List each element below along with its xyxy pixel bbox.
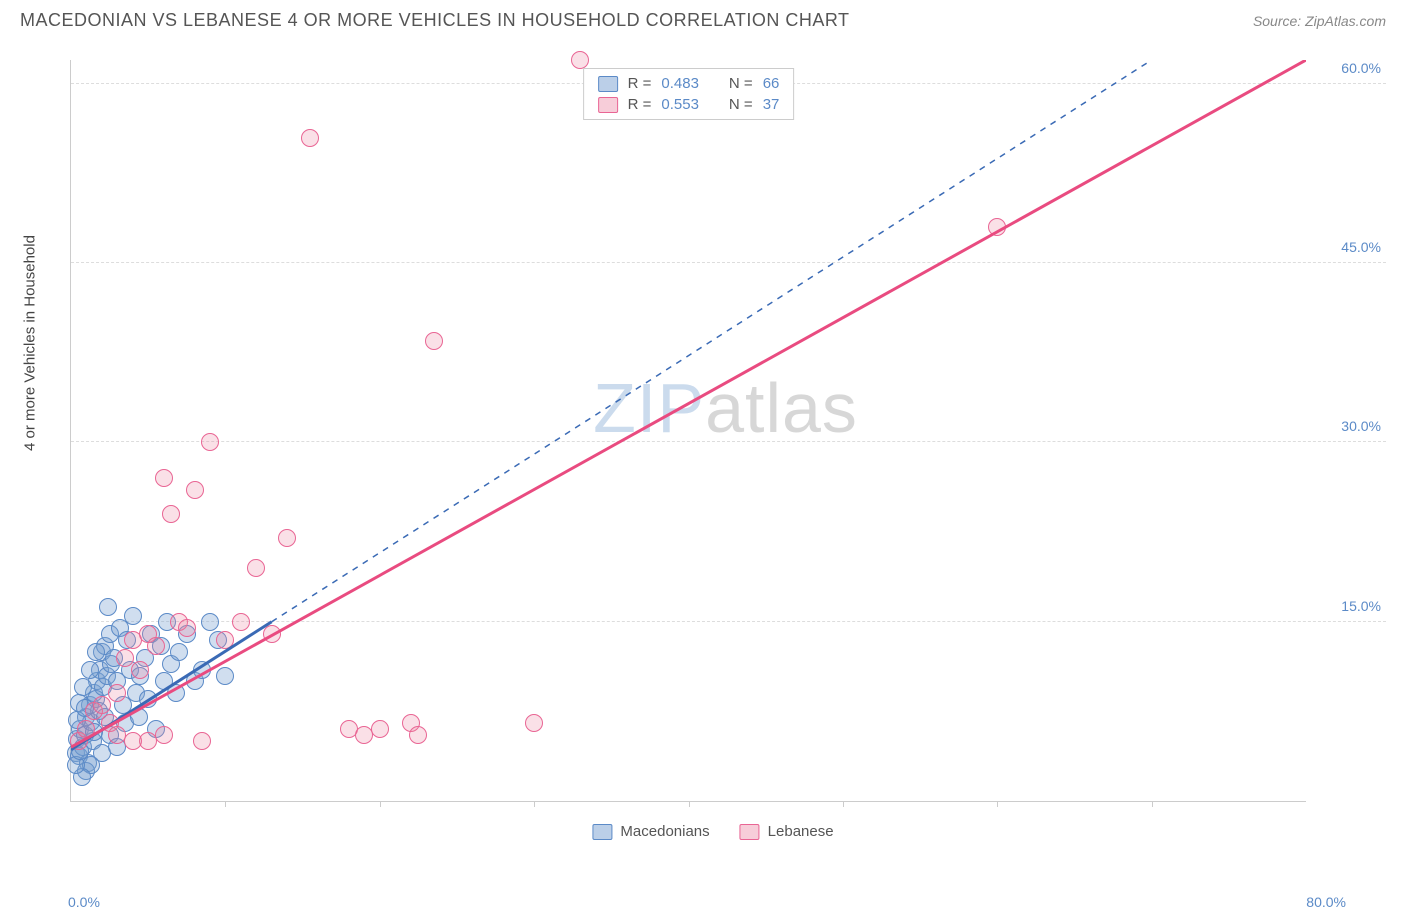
data-point xyxy=(232,613,250,631)
data-point xyxy=(116,649,134,667)
legend-item-lebanese: Lebanese xyxy=(740,823,834,840)
data-point xyxy=(124,732,142,750)
y-tick-label: 60.0% xyxy=(1341,60,1381,76)
x-tick-mark xyxy=(1152,801,1153,807)
data-point xyxy=(201,433,219,451)
y-axis-title: 4 or more Vehicles in Household xyxy=(22,235,39,451)
data-point xyxy=(93,696,111,714)
x-tick-mark xyxy=(534,801,535,807)
watermark-rest: atlas xyxy=(705,369,858,447)
legend-item-macedonians: Macedonians xyxy=(592,823,709,840)
chart-title: MACEDONIAN VS LEBANESE 4 OR MORE VEHICLE… xyxy=(20,10,850,31)
x-tick-mark xyxy=(225,801,226,807)
x-tick-mark xyxy=(997,801,998,807)
legend-stats-row: R = 0.483 N = 66 xyxy=(584,73,794,94)
data-point xyxy=(247,559,265,577)
data-point xyxy=(87,643,105,661)
n-value: 66 xyxy=(763,75,780,92)
n-label: N = xyxy=(729,75,753,92)
legend-series: Macedonians Lebanese xyxy=(592,823,833,840)
data-point xyxy=(186,481,204,499)
swatch-pink-icon xyxy=(598,97,618,113)
data-point xyxy=(193,661,211,679)
data-point xyxy=(108,684,126,702)
data-point xyxy=(124,607,142,625)
data-point xyxy=(371,720,389,738)
data-point xyxy=(193,732,211,750)
chart-container: 4 or more Vehicles in Household ZIPatlas… xyxy=(40,50,1386,852)
data-point xyxy=(147,637,165,655)
gridline-h xyxy=(71,621,1386,622)
data-point xyxy=(131,661,149,679)
y-tick-label: 15.0% xyxy=(1341,598,1381,614)
data-point xyxy=(301,129,319,147)
data-point xyxy=(99,598,117,616)
data-point xyxy=(409,726,427,744)
data-point xyxy=(162,505,180,523)
gridline-h xyxy=(71,441,1386,442)
data-point xyxy=(155,726,173,744)
data-point xyxy=(108,726,126,744)
data-point xyxy=(216,631,234,649)
trend-lines-svg xyxy=(71,60,1306,801)
y-tick-label: 30.0% xyxy=(1341,418,1381,434)
data-point xyxy=(216,667,234,685)
data-point xyxy=(988,218,1006,236)
r-value: 0.483 xyxy=(661,75,699,92)
data-point xyxy=(81,661,99,679)
legend-stats: R = 0.483 N = 66 R = 0.553 N = 37 xyxy=(583,68,795,120)
data-point xyxy=(170,643,188,661)
y-tick-label: 45.0% xyxy=(1341,239,1381,255)
data-point xyxy=(167,684,185,702)
x-tick-mark xyxy=(843,801,844,807)
data-point xyxy=(425,332,443,350)
r-value: 0.553 xyxy=(661,96,699,113)
data-point xyxy=(155,469,173,487)
swatch-pink-icon xyxy=(740,824,760,840)
legend-label: Lebanese xyxy=(768,823,834,840)
gridline-h xyxy=(71,262,1386,263)
data-point xyxy=(130,708,148,726)
swatch-blue-icon xyxy=(598,76,618,92)
data-point xyxy=(178,619,196,637)
watermark: ZIPatlas xyxy=(593,368,858,448)
data-point xyxy=(201,613,219,631)
chart-header: MACEDONIAN VS LEBANESE 4 OR MORE VEHICLE… xyxy=(0,0,1406,39)
x-tick-max: 80.0% xyxy=(1306,894,1346,910)
x-tick-mark xyxy=(380,801,381,807)
legend-label: Macedonians xyxy=(620,823,709,840)
n-value: 37 xyxy=(763,96,780,113)
data-point xyxy=(139,690,157,708)
chart-source: Source: ZipAtlas.com xyxy=(1253,13,1386,29)
data-point xyxy=(278,529,296,547)
n-label: N = xyxy=(729,96,753,113)
data-point xyxy=(525,714,543,732)
r-label: R = xyxy=(628,75,652,92)
data-point xyxy=(77,720,95,738)
r-label: R = xyxy=(628,96,652,113)
data-point xyxy=(571,51,589,69)
data-point xyxy=(74,678,92,696)
legend-stats-row: R = 0.553 N = 37 xyxy=(584,94,794,115)
data-point xyxy=(263,625,281,643)
x-tick-mark xyxy=(689,801,690,807)
x-tick-min: 0.0% xyxy=(68,894,100,910)
watermark-zip: ZIP xyxy=(593,369,705,447)
swatch-blue-icon xyxy=(592,824,612,840)
plot-area: ZIPatlas R = 0.483 N = 66 R = 0.553 N = … xyxy=(70,60,1306,802)
